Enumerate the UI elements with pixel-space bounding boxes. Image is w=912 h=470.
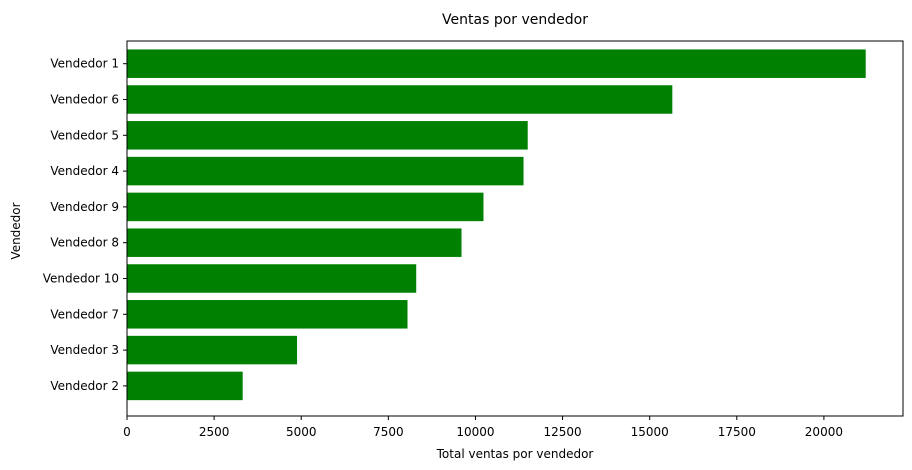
y-tick-label: Vendedor 4 — [50, 164, 119, 178]
x-tick-label: 10000 — [456, 425, 494, 439]
x-axis-label: Total ventas por vendedor — [436, 447, 594, 461]
y-tick-label: Vendedor 7 — [50, 307, 119, 321]
y-tick-label: Vendedor 2 — [50, 379, 119, 393]
chart-title: Ventas por vendedor — [442, 12, 588, 28]
bar-vendedor-8 — [127, 228, 462, 257]
y-tick-label: Vendedor 6 — [50, 93, 119, 107]
x-tick-label: 20000 — [805, 425, 843, 439]
y-tick-label: Vendedor 1 — [50, 57, 119, 71]
bar-vendedor-10 — [127, 264, 417, 293]
y-tick-label: Vendedor 5 — [50, 128, 119, 142]
bar-vendedor-2 — [127, 371, 243, 401]
axes-frame — [126, 40, 904, 417]
bar-vendedor-7 — [127, 300, 408, 329]
y-tick-label: Vendedor 10 — [43, 272, 119, 286]
bar-vendedor-6 — [127, 85, 673, 114]
bar-vendedor-3 — [127, 335, 298, 365]
y-tick-label: Vendedor 3 — [50, 343, 119, 357]
x-tick-label: 15000 — [631, 425, 669, 439]
bar-vendedor-1 — [127, 49, 866, 78]
x-tick-label: 17500 — [718, 425, 756, 439]
x-tick-label: 12500 — [543, 425, 581, 439]
bar-vendedor-9 — [127, 192, 484, 222]
bar-vendedor-4 — [127, 156, 524, 186]
y-tick-label: Vendedor 8 — [50, 236, 119, 250]
y-tick-label: Vendedor 9 — [50, 200, 119, 214]
y-axis-label: Vendedor — [9, 202, 23, 259]
x-tick-label: 5000 — [286, 425, 317, 439]
x-tick-label: 7500 — [373, 425, 404, 439]
plot-area: Vendedor 1 Vendedor 6 Vendedor 5 Vendedor 4… — [43, 40, 904, 439]
x-tick-label: 0 — [123, 425, 131, 439]
bar-vendedor-5 — [127, 121, 528, 150]
x-tick-label: 2500 — [199, 425, 230, 439]
